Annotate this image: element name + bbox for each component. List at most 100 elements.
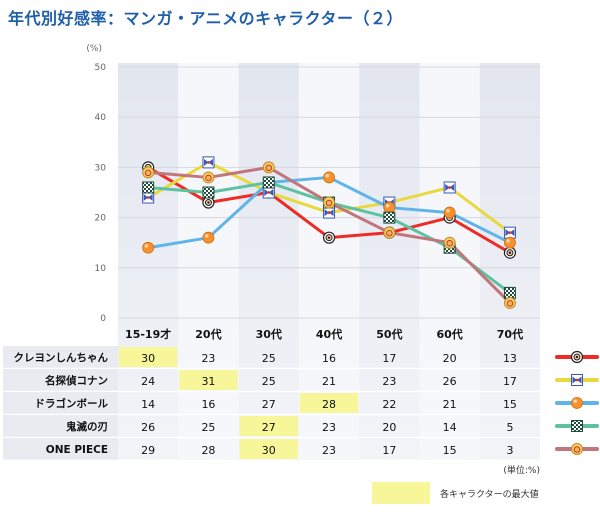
marker-knot xyxy=(146,196,150,199)
dragon-ball-icon xyxy=(443,206,456,219)
table-cell: 23 xyxy=(201,352,215,365)
table-cell: 5 xyxy=(506,421,513,434)
marker-checker xyxy=(202,186,215,199)
marker-checker xyxy=(571,420,583,432)
max-highlight xyxy=(119,347,178,367)
table-cell: 26 xyxy=(443,375,457,388)
y-tick-label: 40 xyxy=(95,113,107,123)
table-cell: 16 xyxy=(322,352,336,365)
table-cell: 28 xyxy=(322,398,336,411)
table-cell: 17 xyxy=(382,352,396,365)
row-label: 名探偵コナン xyxy=(45,374,108,387)
highlight-swatch xyxy=(372,482,430,504)
marker-dot xyxy=(327,236,331,239)
marker-ball xyxy=(571,397,583,409)
table-cell: 27 xyxy=(262,421,276,434)
table-cell: 20 xyxy=(443,352,457,365)
marker-ball xyxy=(443,206,456,219)
marker-knot xyxy=(448,186,452,189)
marker-checker xyxy=(383,211,396,224)
conan-bowtie-icon xyxy=(142,191,155,204)
category-label: 70代 xyxy=(497,327,523,341)
row-label-bg xyxy=(3,392,118,414)
marker-hat-band xyxy=(205,174,212,182)
shinchan-icon xyxy=(322,231,336,244)
category-label: 15-19才 xyxy=(125,327,171,341)
checkered-pattern-icon xyxy=(571,420,583,432)
row-label: 鬼滅の刃 xyxy=(66,420,108,433)
max-highlight xyxy=(299,393,359,413)
marker-checker xyxy=(142,181,155,194)
table-cell: 23 xyxy=(382,375,396,388)
table-cell: 16 xyxy=(201,398,215,411)
straw-hat-icon xyxy=(142,166,155,179)
table-cell: 15 xyxy=(503,398,517,411)
column-band xyxy=(479,63,541,461)
marker-shine xyxy=(144,244,149,248)
straw-hat-icon xyxy=(571,443,583,455)
table-cell: 24 xyxy=(141,375,155,388)
conan-bowtie-icon xyxy=(323,206,336,219)
straw-hat-icon xyxy=(443,236,456,249)
column-band xyxy=(178,63,239,461)
max-highlight xyxy=(239,439,298,459)
dragon-ball-icon xyxy=(383,201,396,214)
table-cell: 21 xyxy=(443,398,457,411)
marker-shine xyxy=(573,399,577,404)
marker-dot xyxy=(508,251,512,254)
y-unit-label: (%) xyxy=(86,44,102,54)
conan-bowtie-icon xyxy=(443,181,456,194)
row-label-bg xyxy=(3,369,118,391)
unit-note: (単位:%) xyxy=(503,464,540,476)
straw-hat-icon xyxy=(202,171,215,184)
straw-hat-icon xyxy=(503,296,516,309)
highlight-legend-label: 各キャラクターの最大値 xyxy=(440,488,539,500)
marker-shine xyxy=(204,234,209,238)
dragon-ball-icon xyxy=(504,236,516,249)
conan-bowtie-icon xyxy=(571,374,583,386)
y-tick-label: 50 xyxy=(95,63,107,73)
dragon-ball-icon xyxy=(323,171,335,184)
marker-ball xyxy=(202,231,215,244)
dragon-ball-icon xyxy=(142,241,155,254)
marker-ball xyxy=(383,201,396,214)
checkered-pattern-icon xyxy=(262,176,275,189)
shinchan-icon xyxy=(570,350,584,364)
row-label-bg xyxy=(3,438,118,460)
marker-ball xyxy=(142,241,155,254)
marker-hat-band xyxy=(265,164,273,172)
table-cell: 26 xyxy=(141,421,155,434)
table-cell: 31 xyxy=(201,375,215,388)
table-cell: 25 xyxy=(262,352,276,365)
marker-hat-band xyxy=(325,199,333,207)
marker-checker xyxy=(262,176,275,189)
marker-knot xyxy=(508,231,512,235)
marker-shine xyxy=(325,173,330,178)
marker-shine xyxy=(385,203,390,208)
checkered-pattern-icon xyxy=(383,211,396,224)
marker-knot xyxy=(327,211,331,214)
y-tick-label: 20 xyxy=(95,214,107,224)
table-cell: 30 xyxy=(262,444,276,457)
table-cell: 29 xyxy=(141,444,155,457)
marker-shine xyxy=(506,239,510,243)
row-label: ONE PIECE xyxy=(46,444,108,456)
marker-dot xyxy=(207,201,210,204)
table-cell: 15 xyxy=(443,444,457,457)
marker-knot xyxy=(575,378,579,382)
table-cell: 20 xyxy=(382,421,396,434)
max-highlight xyxy=(239,416,298,436)
row-label-bg xyxy=(3,415,118,437)
max-highlight xyxy=(179,370,238,390)
marker-hat-band xyxy=(386,229,393,237)
column-band xyxy=(359,63,420,461)
straw-hat-icon xyxy=(323,196,336,209)
conan-bowtie-icon xyxy=(503,226,516,239)
table-cell: 17 xyxy=(503,375,517,388)
row-label-bg xyxy=(3,346,118,368)
marker-hat-band xyxy=(144,169,152,177)
column-band xyxy=(118,63,179,461)
marker-hat-band xyxy=(506,300,514,307)
